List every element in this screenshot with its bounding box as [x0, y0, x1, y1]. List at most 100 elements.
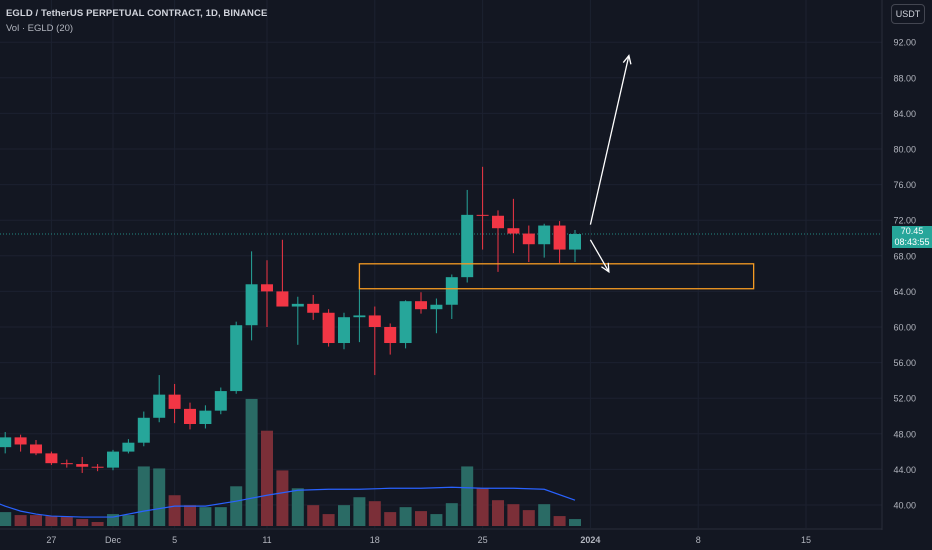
volume-bar — [0, 512, 12, 526]
last-price-value: 70.45 — [900, 226, 924, 236]
arrow-shaft — [589, 239, 610, 273]
candle — [91, 464, 104, 472]
volume-bar — [461, 466, 474, 526]
candle-body — [30, 444, 42, 454]
candle — [507, 198, 520, 254]
volume-bar — [45, 516, 58, 526]
candle — [45, 451, 58, 465]
price-tick-label: 68.00 — [893, 251, 916, 261]
price-tick-label: 84.00 — [893, 109, 916, 119]
volume-bar — [168, 495, 181, 526]
candle-body — [445, 277, 458, 305]
time-axis[interactable]: 27 Dec 5 11 18 25 2024 8 15 — [0, 528, 882, 545]
volume-bar — [230, 486, 243, 526]
volume-bar — [322, 514, 335, 526]
candle — [291, 296, 304, 345]
candle-body — [76, 464, 89, 467]
candle — [430, 298, 443, 334]
candle-body — [430, 304, 443, 310]
candle-body — [353, 315, 366, 318]
candle — [168, 383, 181, 424]
arrow-up[interactable] — [589, 54, 632, 225]
candle — [461, 189, 474, 283]
candle — [476, 166, 489, 250]
price-axis[interactable]: 40.00 44.00 48.00 52.00 56.00 60.00 64.00 68.00… — [881, 0, 932, 550]
price-tick-label: 52.00 — [893, 394, 916, 404]
volume-bar — [137, 466, 150, 526]
candle-body — [14, 437, 27, 445]
arrow-head — [622, 54, 632, 65]
volume-ma — [0, 486, 576, 518]
candle-body — [338, 317, 350, 344]
candle-body — [168, 394, 181, 409]
candle — [199, 405, 212, 429]
volume-bar — [476, 488, 489, 526]
volume-bar — [538, 504, 551, 526]
volume-bar — [261, 430, 273, 526]
candle-body — [476, 214, 489, 216]
candle — [445, 274, 458, 319]
volume-bar — [107, 514, 119, 526]
volume-bar — [184, 505, 196, 526]
candle — [492, 210, 504, 272]
candle — [307, 294, 320, 320]
candle-body — [91, 466, 104, 468]
candle — [553, 221, 566, 263]
time-tick-label: 27 — [46, 535, 56, 545]
candle — [368, 306, 381, 376]
price-tick-label: 56.00 — [893, 358, 916, 368]
support-zone-rectangle[interactable] — [358, 263, 755, 290]
arrow-down[interactable] — [589, 239, 610, 274]
volume-bar — [368, 501, 381, 526]
candle-body — [60, 463, 73, 465]
time-tick-label: 11 — [262, 535, 271, 545]
candle — [538, 223, 551, 258]
candle — [276, 239, 289, 307]
volume-bars — [0, 398, 581, 526]
candle-body — [461, 214, 474, 278]
volume-bar — [214, 507, 227, 526]
candle — [399, 300, 412, 349]
candle — [0, 432, 12, 454]
currency-button[interactable]: USDT — [891, 4, 925, 24]
arrow-shaft — [589, 55, 630, 225]
candles — [0, 166, 581, 473]
candle-body — [230, 325, 243, 392]
price-tick-label: 88.00 — [893, 73, 916, 83]
candle-body — [384, 327, 397, 344]
volume-bar — [569, 519, 581, 526]
price-tick-label: 40.00 — [893, 501, 916, 511]
candle-body — [184, 408, 196, 425]
price-tick-label: 76.00 — [893, 180, 916, 190]
candle-body — [368, 315, 381, 327]
volume-bar — [76, 519, 89, 526]
price-tick-label: 92.00 — [893, 38, 916, 48]
candle-body — [291, 303, 304, 307]
candle — [322, 309, 335, 347]
price-tick-label: 48.00 — [893, 429, 916, 439]
drawings[interactable] — [358, 54, 755, 290]
candle-body — [0, 437, 12, 448]
volume-bar — [122, 515, 135, 526]
candle — [230, 321, 243, 394]
volume-bar — [60, 517, 73, 526]
symbol-title[interactable]: EGLD / TetherUS PERPETUAL CONTRACT, 1D, … — [6, 8, 268, 19]
price-tick-label: 60.00 — [893, 323, 916, 333]
candle — [60, 459, 73, 468]
time-tick-label: 2024 — [580, 535, 600, 545]
candle — [245, 251, 258, 341]
candle-body — [245, 284, 258, 326]
candle-body — [522, 233, 535, 245]
price-tick-label: 64.00 — [893, 287, 916, 297]
candle — [184, 402, 196, 430]
candle-body — [137, 417, 150, 443]
time-tick-label: 18 — [370, 535, 380, 545]
volume-indicator-label[interactable]: Vol · EGLD (20) — [6, 23, 74, 34]
volume-bar — [353, 497, 366, 526]
candle-body — [492, 215, 504, 229]
candle-body — [538, 225, 551, 245]
price-tick-label: 72.00 — [893, 216, 916, 226]
candle — [76, 456, 89, 473]
candle — [214, 387, 227, 415]
